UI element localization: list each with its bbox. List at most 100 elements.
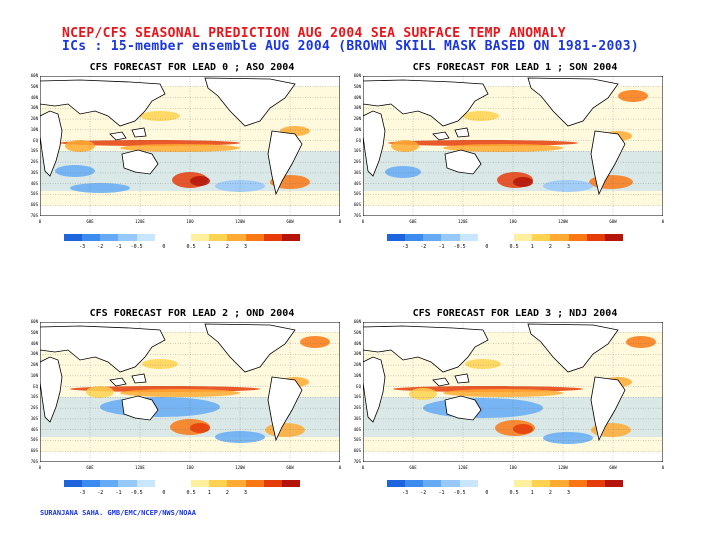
sst-anomaly-map <box>40 322 340 462</box>
land-outline <box>363 356 386 423</box>
colorbar <box>64 234 301 241</box>
longitude-axis: 0 60E 120E 180 120W 60W 0 <box>362 219 665 227</box>
lat-tick-label: 60N <box>30 73 38 78</box>
land-outline <box>131 127 147 138</box>
colorbar-labels: -3 -2 -1 -0.5 0 0.5 1 2 3 <box>387 490 623 498</box>
colorbar-tick-label: 2 <box>225 490 229 496</box>
colorbar-swatch <box>64 480 83 487</box>
lat-tick-label: 50S <box>30 437 38 443</box>
lon-tick-label: 120W <box>235 219 245 224</box>
colorbar-tick-label: 0.5 <box>186 490 196 496</box>
lat-tick-label: 10N <box>30 126 38 132</box>
lat-tick-label: 30N <box>353 351 361 357</box>
colorbar-swatch <box>495 480 515 487</box>
lat-tick-label: 30N <box>30 351 38 357</box>
lat-tick-label: 20S <box>30 405 38 411</box>
colorbar-tick-label: -0.5 <box>130 490 143 496</box>
colorbar-swatch <box>154 480 173 487</box>
colorbar-swatch <box>245 234 264 241</box>
latitude-axis: 60N 50N 40N 30N 20N 10N EQ 10S 20S 30S 40S 50S 60S 70… <box>345 320 361 464</box>
latitude-axis: 60N 50N 40N 30N 20N 10N EQ 10S 20S 30S 40S 50S 60S 70… <box>22 319 38 464</box>
lon-tick-label: 0 <box>338 219 342 224</box>
land-outline <box>444 395 482 421</box>
colorbar-swatch <box>245 480 264 487</box>
colorbar-tick-label: -2 <box>420 490 427 496</box>
lon-tick-label: 60E <box>86 465 94 470</box>
land-outline <box>40 356 63 423</box>
lat-tick-label: 30S <box>30 415 38 421</box>
lon-tick-label: 180 <box>186 219 194 224</box>
land-outline <box>267 130 303 196</box>
colorbar-tick-label: 0 <box>485 490 489 496</box>
colorbar-tick-label: 1 <box>530 490 534 496</box>
lat-tick-label: 10S <box>353 394 361 400</box>
lon-tick-label: 60W <box>286 465 294 470</box>
land-outline <box>432 377 450 387</box>
lon-tick-label: 60W <box>286 219 294 224</box>
anomaly-region <box>626 336 656 348</box>
lat-tick-label: EQ <box>33 383 38 389</box>
lat-tick-label: 70S <box>30 459 38 464</box>
lat-tick-label: 50N <box>30 329 38 335</box>
anomaly-region <box>55 165 95 177</box>
lat-tick-label: 50S <box>30 191 38 197</box>
colorbar-tick-label: 2 <box>225 244 229 250</box>
colorbar-tick-label: 0.5 <box>186 244 196 250</box>
anomaly-region <box>465 359 501 369</box>
lat-tick-label: 10S <box>30 148 38 154</box>
latitude-axis: 60N 50N 40N 30N 20N 10N EQ 10S 20S 30S 40S 50S 60S 70… <box>22 73 38 218</box>
lat-tick-label: 20S <box>353 159 361 165</box>
lat-tick-label: 30S <box>353 169 361 175</box>
anomaly-region <box>300 336 330 348</box>
anomaly-region <box>142 359 178 369</box>
colorbar-swatch <box>100 480 119 487</box>
lon-tick-label: 60E <box>409 219 417 224</box>
land-outline <box>454 373 470 384</box>
anomaly-region <box>443 144 563 152</box>
lon-tick-label: 180 <box>509 465 517 470</box>
lat-tick-label: 30N <box>30 105 38 111</box>
anomaly-region <box>618 90 648 102</box>
lat-tick-label: 40N <box>30 340 38 346</box>
colorbar-swatch <box>568 480 587 487</box>
colorbar-tick-label: -0.5 <box>453 490 466 496</box>
colorbar-tick-label: 0.5 <box>509 244 519 250</box>
colorbar-swatch <box>604 234 624 241</box>
lat-tick-label: 40S <box>353 426 361 432</box>
colorbar-swatch <box>495 234 515 241</box>
anomaly-region <box>65 140 95 152</box>
sst-anomaly-map <box>363 322 663 462</box>
forecast-panel-lead-0: CFS FORECAST FOR LEAD 0 ; ASO 2004 60N 50… <box>31 62 352 282</box>
colorbar-swatch <box>100 234 119 241</box>
colorbar-tick-label: -0.5 <box>130 244 143 250</box>
longitude-axis: 0 60E 120E 180 120W 60W 0 <box>39 219 342 227</box>
colorbar-swatch <box>172 234 192 241</box>
land-outline <box>363 79 489 127</box>
lat-tick-label: 40S <box>353 180 361 186</box>
forecast-panel-lead-1: CFS FORECAST FOR LEAD 1 ; SON 2004 60N 50… <box>353 62 675 282</box>
land-outline <box>590 376 626 442</box>
colorbar-swatch <box>532 480 551 487</box>
page-subtitle: ICs : 15-member ensemble AUG 2004 (BROWN… <box>62 39 639 54</box>
anomaly-region <box>190 423 210 433</box>
lon-tick-label: 0 <box>661 465 665 470</box>
lon-tick-label: 0 <box>661 219 665 224</box>
lat-tick-label: 20S <box>30 159 38 165</box>
colorbar-tick-label: -3 <box>79 490 86 496</box>
lat-tick-label: 60N <box>30 319 38 324</box>
land-outline <box>444 149 482 175</box>
lat-tick-label: 20N <box>353 362 361 368</box>
lat-tick-label: 50S <box>353 191 361 197</box>
colorbar-swatch <box>281 234 301 241</box>
land-outline <box>40 79 166 127</box>
lat-tick-label: 50N <box>353 329 361 335</box>
land-outline <box>363 325 489 373</box>
colorbar-labels: -3 -2 -1 -0.5 0 0.5 1 2 3 <box>64 244 300 252</box>
lat-tick-label: 10S <box>30 394 38 400</box>
colorbar-tick-label: -1 <box>115 490 122 496</box>
sst-anomaly-map <box>363 76 663 216</box>
colorbar-swatch <box>423 480 442 487</box>
colorbar-swatch <box>405 234 424 241</box>
colorbar-swatch <box>82 480 101 487</box>
lon-tick-label: 180 <box>509 219 517 224</box>
